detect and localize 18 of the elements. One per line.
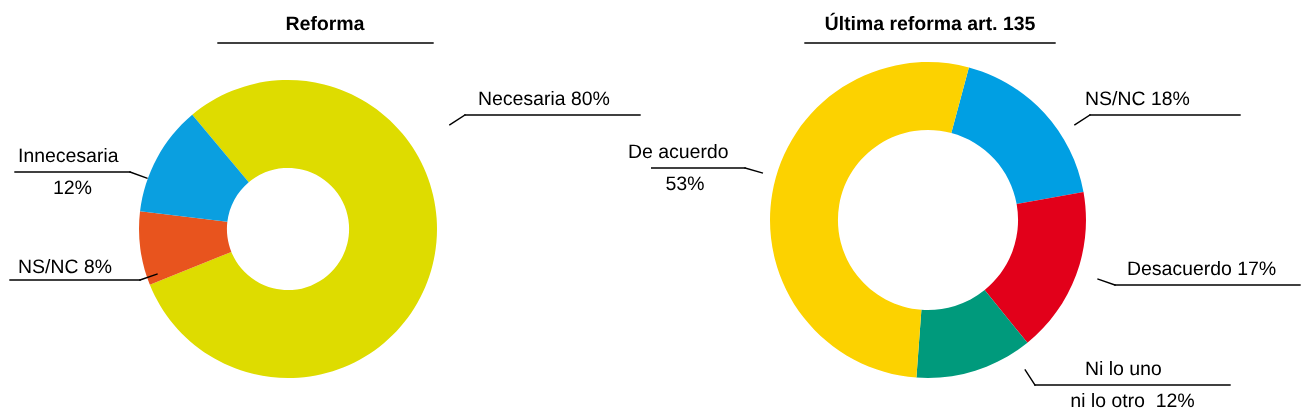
donut-slice (770, 62, 969, 378)
slice-label: Ni lo uno ni lo otro 12% (1071, 360, 1194, 408)
chart-title: Reforma (286, 15, 365, 31)
slice-label: NS/NC 18% (1086, 90, 1190, 106)
slice-label: NS/NC 8% (19, 258, 112, 274)
slice-label: De acuerdo (629, 143, 728, 159)
donut-slice (140, 114, 249, 222)
data-label: 53% (666, 176, 704, 191)
slice-label: Desacuerdo 17% (1128, 260, 1276, 276)
slice-label: Necesaria 80% (479, 90, 610, 106)
donut-slice (149, 80, 437, 378)
donut-slice (916, 289, 1028, 378)
slice-label: Innecesaria (19, 147, 119, 163)
donut-slice (984, 192, 1086, 343)
data-label: 12% (54, 180, 92, 195)
chart-title: Última reforma art. 135 (825, 12, 1035, 31)
donut-slice (951, 67, 1084, 205)
donut-slice (139, 211, 232, 285)
